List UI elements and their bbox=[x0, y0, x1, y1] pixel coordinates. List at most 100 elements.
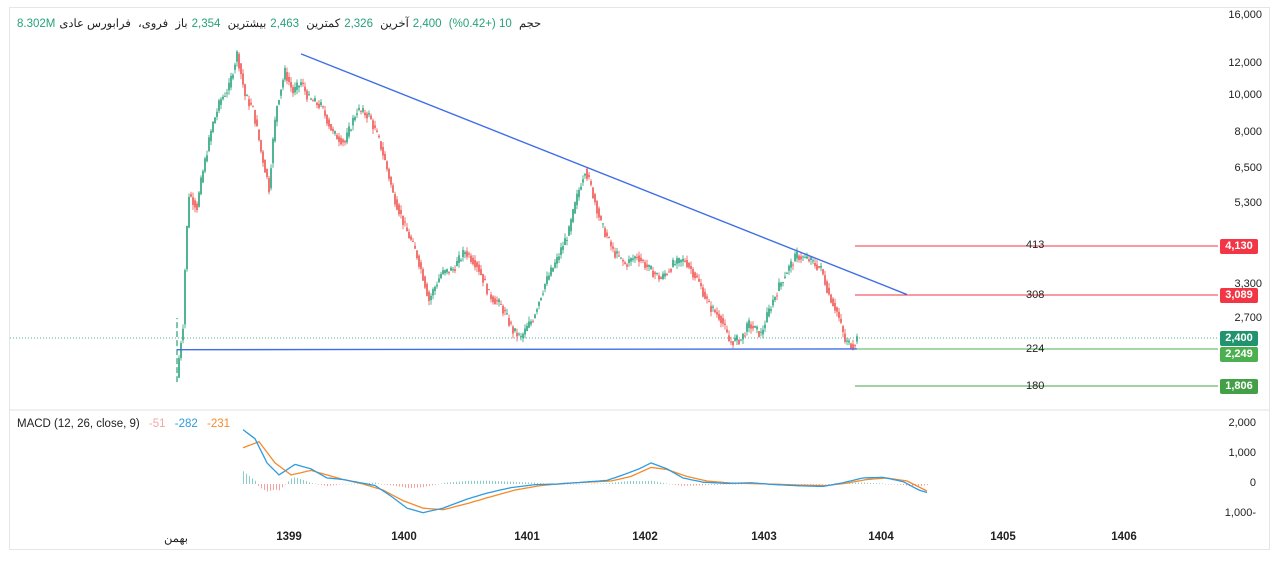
candle-body bbox=[768, 308, 770, 317]
candle-body bbox=[266, 168, 268, 178]
macd-hist-bar bbox=[657, 481, 658, 484]
candle-body bbox=[518, 333, 520, 335]
candle-body bbox=[482, 273, 484, 283]
candle-body bbox=[454, 269, 456, 272]
macd-legend: MACD (12, 26, close, 9) -51 -282 -231 bbox=[17, 418, 230, 430]
macd-hist-bar bbox=[468, 480, 469, 484]
candle-body bbox=[742, 333, 744, 340]
candle-body bbox=[412, 241, 414, 243]
candle-body bbox=[758, 331, 760, 337]
legend-low-label: کمترین bbox=[306, 18, 341, 30]
candle-body bbox=[380, 141, 382, 150]
candle-body bbox=[752, 326, 754, 329]
macd-hist-bar bbox=[645, 481, 646, 484]
candle-body bbox=[366, 113, 368, 119]
candle-body bbox=[556, 257, 558, 264]
candle-body bbox=[786, 272, 788, 274]
macd-hist-bar bbox=[519, 482, 520, 484]
macd-hist-bar bbox=[819, 484, 820, 485]
time-tick: 1405 bbox=[990, 531, 1016, 543]
candle-body bbox=[404, 221, 406, 223]
macd-label: MACD (12, 26, close, 9) bbox=[17, 418, 140, 430]
candle-body bbox=[308, 94, 310, 96]
candle-body bbox=[282, 80, 284, 88]
macd-hist-bar bbox=[282, 484, 283, 488]
price-tick: 16,000 bbox=[1228, 9, 1262, 21]
candle-body bbox=[392, 185, 394, 193]
candle-body bbox=[602, 223, 604, 225]
candle-body bbox=[594, 194, 596, 203]
macd-hist-bar bbox=[528, 482, 529, 484]
candle-body bbox=[502, 305, 504, 314]
candle-body bbox=[232, 74, 234, 79]
candle-body bbox=[794, 253, 796, 262]
candle-body bbox=[182, 328, 184, 341]
macd-hist-bar bbox=[741, 483, 742, 485]
time-tick: 1404 bbox=[868, 531, 894, 543]
candle-body bbox=[332, 128, 334, 132]
candle-body bbox=[414, 245, 416, 249]
candle-body bbox=[696, 275, 698, 278]
level-label-180: 180 bbox=[1026, 380, 1045, 392]
legend-open-value: 2,354 bbox=[191, 18, 221, 30]
candle-body bbox=[378, 135, 380, 138]
price-tick: 8,000 bbox=[1234, 126, 1262, 138]
macd-hist-bar bbox=[828, 484, 829, 485]
macd-hist-bar bbox=[624, 481, 625, 484]
candle-body bbox=[544, 283, 546, 290]
candle-body bbox=[442, 270, 444, 274]
candle-body bbox=[542, 293, 544, 295]
candle-body bbox=[324, 110, 326, 116]
macd-hist-bar bbox=[525, 482, 526, 484]
candle-body bbox=[318, 103, 320, 108]
legend-volume-value: 8.302M bbox=[17, 18, 56, 30]
macd-hist-bar bbox=[672, 484, 673, 485]
candle-body bbox=[228, 82, 230, 91]
macd-hist-bar bbox=[633, 480, 634, 484]
candle-body bbox=[570, 219, 572, 232]
candle-body bbox=[740, 339, 742, 341]
macd-hist-bar bbox=[861, 482, 862, 484]
macd-hist-bar bbox=[735, 484, 736, 485]
candle-body bbox=[792, 264, 794, 266]
candle-body bbox=[244, 84, 246, 97]
macd-hist-bar bbox=[459, 481, 460, 484]
candle-body bbox=[204, 158, 206, 172]
candle-body bbox=[520, 335, 522, 337]
candle-body bbox=[262, 151, 264, 163]
macd-hist-bar bbox=[312, 483, 313, 484]
candle-body bbox=[342, 139, 344, 143]
macd-hist-bar bbox=[606, 483, 607, 484]
candle-body bbox=[532, 321, 534, 323]
candle-body bbox=[322, 106, 324, 108]
candle-body bbox=[814, 263, 816, 266]
candle-body bbox=[196, 203, 198, 210]
macd-hist-bar bbox=[738, 483, 739, 485]
candle-body bbox=[664, 273, 666, 277]
candle-body bbox=[206, 155, 208, 162]
candle-body bbox=[806, 256, 808, 259]
candle-body bbox=[510, 322, 512, 324]
candle-body bbox=[338, 136, 340, 142]
candle-body bbox=[450, 267, 452, 271]
macd-hist-bar bbox=[261, 484, 262, 489]
candle-body bbox=[714, 309, 716, 313]
macd-hist-bar bbox=[522, 482, 523, 484]
macd-hist-bar bbox=[912, 484, 913, 487]
candle-body bbox=[270, 168, 272, 189]
macd-hist-bar bbox=[702, 484, 703, 486]
candle-body bbox=[834, 302, 836, 311]
macd-hist-bar bbox=[480, 480, 481, 484]
candle-body bbox=[668, 271, 670, 273]
candle-body bbox=[226, 92, 228, 94]
macd-hist-bar bbox=[405, 484, 406, 488]
candle-body bbox=[694, 272, 696, 279]
candle-body bbox=[730, 341, 732, 343]
candle-body bbox=[190, 194, 192, 197]
candle-body bbox=[628, 259, 630, 264]
candle-body bbox=[524, 328, 526, 335]
macd-hist-bar bbox=[585, 483, 586, 485]
macd-hist-bar bbox=[612, 482, 613, 484]
macd-hist-bar bbox=[705, 484, 706, 486]
